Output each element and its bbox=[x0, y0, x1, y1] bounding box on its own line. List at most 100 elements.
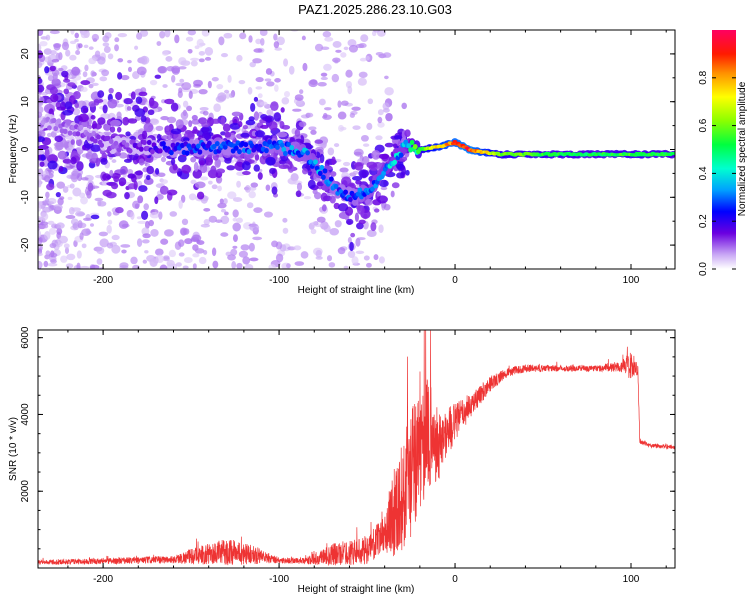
spectrogram-speckle bbox=[229, 93, 234, 99]
spectrogram-speckle bbox=[190, 57, 200, 61]
spectrogram-speckle bbox=[157, 66, 168, 74]
spectrogram-speckle bbox=[342, 161, 351, 167]
spectrogram-speckle bbox=[359, 57, 367, 62]
spectrogram-cluster bbox=[85, 151, 94, 160]
spectrogram-speckle bbox=[66, 253, 76, 261]
spectrogram-speckle bbox=[72, 108, 81, 116]
spectrogram-cluster bbox=[43, 175, 51, 183]
spectrogram-speckle bbox=[257, 93, 263, 99]
spectrogram-cluster bbox=[175, 119, 184, 129]
spectrogram-speckle bbox=[178, 199, 183, 209]
spectrogram-speckle bbox=[166, 116, 177, 124]
spectrogram-speckle bbox=[273, 41, 280, 49]
spectrogram-speckle bbox=[80, 31, 88, 39]
snr-x-ticks: -200 -100 0 100 bbox=[67, 330, 667, 585]
spectrogram-speckle bbox=[186, 105, 193, 112]
spectrogram-speckle bbox=[127, 66, 132, 73]
colorbar-tick-label: 0.2 bbox=[698, 214, 709, 228]
spectrogram-speckle bbox=[308, 79, 318, 88]
snr-panel: -200 -100 0 100 2000 4000 6000 Height of stra… bbox=[8, 326, 676, 595]
spectrogram-cluster bbox=[114, 152, 122, 157]
spectrogram-speckle bbox=[324, 107, 332, 111]
spectrogram-cluster bbox=[273, 112, 282, 122]
spectrogram-speckle bbox=[53, 43, 62, 48]
spectrogram-speckle bbox=[42, 206, 52, 213]
spectrogram-speckle bbox=[102, 42, 110, 47]
spectrogram-cluster bbox=[92, 120, 98, 130]
spectrogram-cluster bbox=[156, 133, 162, 141]
spectrogram-ridge-cell bbox=[370, 186, 375, 192]
spectrogram-speckle bbox=[69, 183, 75, 189]
spectrogram-cluster bbox=[52, 72, 58, 81]
spectrogram-speckle bbox=[164, 30, 171, 38]
spectrogram-speckle bbox=[360, 34, 369, 43]
spectrogram-speckle bbox=[119, 152, 128, 159]
spectrogram-cluster bbox=[404, 129, 411, 138]
spectrogram-speckle bbox=[260, 38, 265, 46]
spectrogram-cluster bbox=[307, 179, 316, 189]
spectrogram-speckle bbox=[232, 217, 238, 222]
spectrogram-ridge-cell bbox=[197, 149, 203, 155]
spectrogram-cluster bbox=[190, 156, 197, 163]
spectrogram-speckle bbox=[375, 51, 384, 56]
spectrogram-cluster bbox=[115, 91, 123, 101]
spectrogram-cluster bbox=[201, 121, 210, 128]
spectrogram-speckle bbox=[171, 74, 176, 83]
spectrogram-speckle bbox=[58, 67, 64, 72]
spectrogram-cluster bbox=[122, 116, 130, 126]
spectrogram-speckle bbox=[263, 211, 273, 218]
spectrogram-speckle bbox=[72, 223, 78, 229]
spectrogram-cluster bbox=[358, 169, 369, 178]
spectrogram-speckle bbox=[337, 247, 346, 255]
spectrogram-cluster bbox=[46, 183, 55, 191]
spectrogram-cluster bbox=[75, 138, 82, 147]
spectrogram-speckle bbox=[315, 249, 322, 258]
spectrogram-speckle bbox=[48, 252, 58, 258]
spectrogram-speckle bbox=[56, 181, 66, 189]
spectrogram-speckle bbox=[91, 82, 99, 86]
spectrogram-speckle bbox=[39, 41, 48, 47]
spectrogram-speckle bbox=[212, 260, 219, 269]
spectrogram-ridge-cell bbox=[116, 147, 122, 153]
spectrogram-cluster bbox=[229, 122, 241, 130]
spectrogram-speckle bbox=[175, 262, 182, 267]
spectrogram-speckle bbox=[310, 228, 317, 235]
spectrogram-speckle bbox=[126, 169, 134, 175]
spectrogram-speckle bbox=[292, 108, 302, 112]
spectrogram-cluster bbox=[206, 154, 213, 161]
spectrogram-speckle bbox=[187, 30, 197, 36]
spectrogram-speckle bbox=[76, 250, 82, 259]
spectrogram-ridge-cell bbox=[305, 150, 310, 156]
spectrogram-cluster bbox=[138, 158, 145, 166]
spectrogram-speckle bbox=[154, 248, 164, 256]
snr-x-axis-label: Height of straight line (km) bbox=[298, 584, 415, 595]
spectrogram-ridge-cell bbox=[168, 150, 174, 156]
spectrogram-speckle bbox=[242, 256, 251, 265]
spectrogram-speckle bbox=[232, 234, 238, 243]
spectrogram-cluster bbox=[93, 98, 100, 106]
spectrogram-cluster bbox=[280, 107, 285, 113]
spectrogram-speckle bbox=[208, 215, 218, 223]
spectrogram-speckle bbox=[274, 84, 279, 92]
spectrogram-speckle bbox=[308, 126, 317, 131]
y-tick-label: 4000 bbox=[20, 403, 31, 426]
spectrogram-cluster bbox=[253, 111, 260, 121]
spectrogram-ridge-cell bbox=[289, 145, 295, 151]
spectrogram-speckle bbox=[259, 101, 268, 106]
spectrogram-cluster bbox=[90, 115, 96, 120]
spectrogram-speckle bbox=[130, 211, 135, 220]
spectrogram-speckle bbox=[99, 76, 108, 82]
spectrogram-speckle bbox=[320, 76, 328, 81]
spectrogram-cluster bbox=[216, 168, 226, 174]
spectrogram-ridge-cell bbox=[286, 141, 291, 148]
spectrogram-cluster bbox=[44, 148, 50, 158]
colorbar-ticks: 0.0 0.2 0.4 0.6 0.8 bbox=[698, 70, 736, 276]
spectrogram-cluster bbox=[242, 171, 251, 176]
spectrogram-speckle bbox=[91, 33, 100, 42]
spectrogram-cluster bbox=[262, 116, 273, 122]
spectrogram-cluster bbox=[113, 175, 120, 183]
spectrogram-ridge-cell bbox=[62, 128, 68, 134]
spectrogram-ridge-cell bbox=[409, 139, 415, 146]
spectrogram-cluster bbox=[143, 122, 154, 133]
spectrogram-cluster bbox=[159, 185, 169, 195]
